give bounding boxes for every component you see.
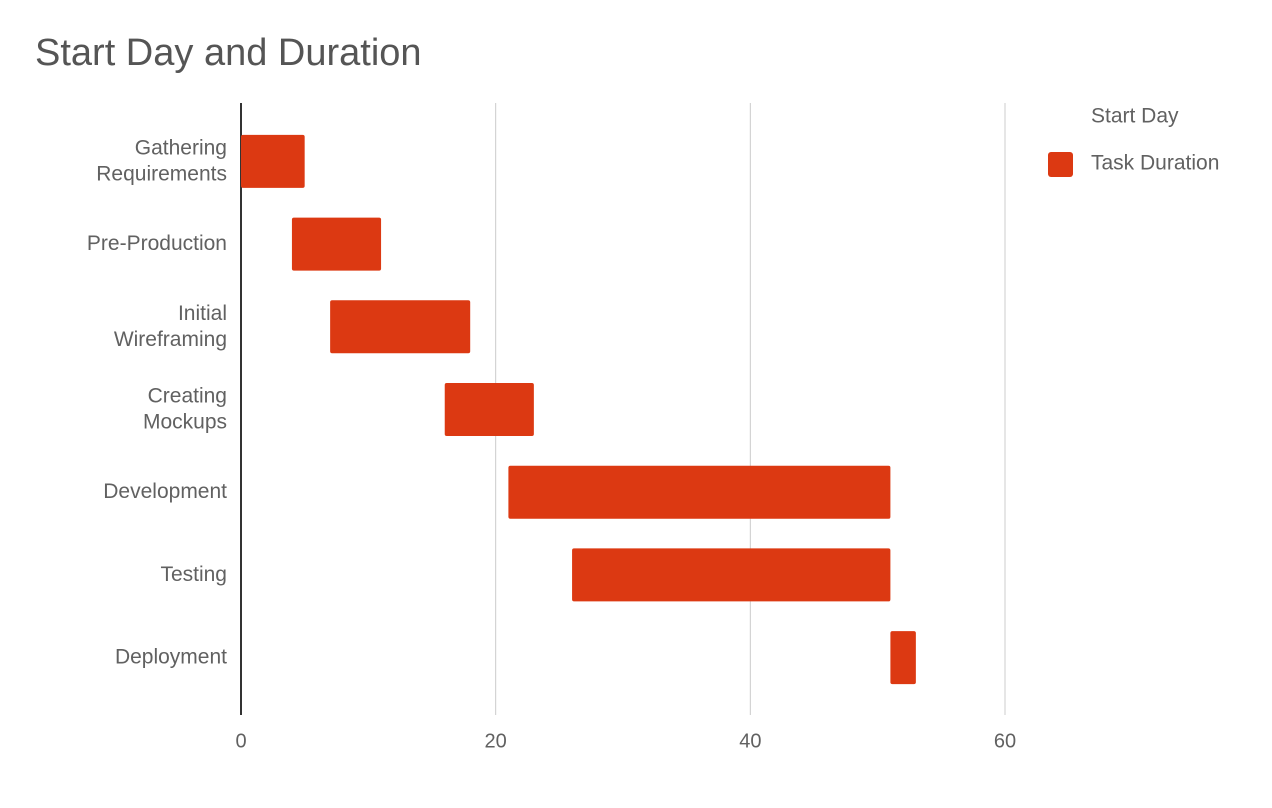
legend-label: Task Duration	[1091, 152, 1219, 175]
x-tick-label: 40	[739, 730, 761, 752]
chart-title: Start Day and Duration	[35, 32, 422, 74]
x-tick-label: 0	[235, 730, 246, 752]
y-tick-label: Pre-Production	[87, 232, 227, 255]
bar	[241, 466, 508, 519]
y-tick-label: Testing	[160, 562, 227, 585]
bar	[241, 300, 330, 353]
bar	[241, 134, 305, 188]
bar	[241, 218, 292, 271]
bar	[241, 383, 445, 436]
x-tick-label: 20	[485, 730, 507, 752]
legend-swatch	[1048, 152, 1073, 177]
bar	[572, 548, 891, 602]
y-tick-label: Gathering Requirements	[96, 136, 227, 185]
bar	[241, 631, 890, 684]
bar	[291, 217, 382, 271]
bar	[890, 631, 916, 685]
bar	[508, 465, 891, 519]
y-tick-label: Creating Mockups	[143, 384, 227, 433]
y-tick-label: Development	[103, 480, 227, 503]
x-tick-label: 60	[994, 730, 1016, 752]
y-tick-label: Deployment	[115, 645, 227, 668]
bar	[241, 548, 572, 601]
bar	[330, 300, 471, 354]
legend-label: Start Day	[1091, 105, 1179, 128]
y-tick-label: Initial Wireframing	[114, 301, 227, 350]
bar	[444, 383, 534, 436]
